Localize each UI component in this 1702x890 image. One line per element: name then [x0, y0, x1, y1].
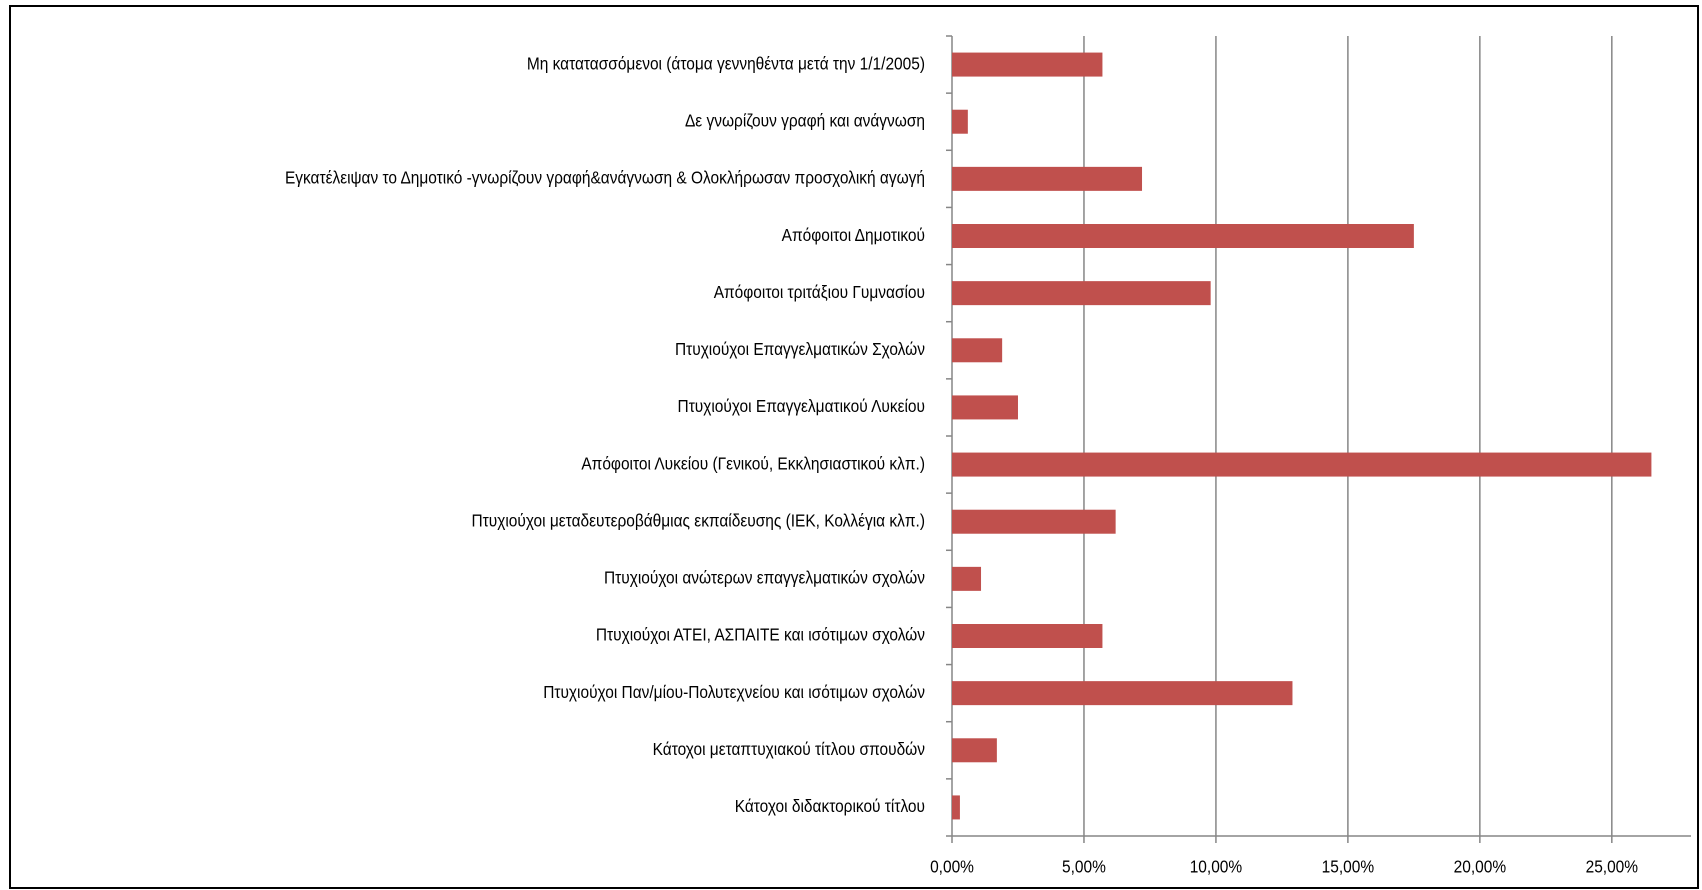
bar — [952, 452, 1652, 477]
bar — [952, 509, 1116, 534]
x-tick-label: 20,00% — [1454, 857, 1507, 877]
y-tick-label: Πτυχιούχοι μεταδευτεροβάθμιας εκπαίδευση… — [472, 510, 925, 530]
y-tick-label: Απόφοιτοι Δημοτικού — [782, 225, 925, 245]
bar — [952, 52, 1103, 77]
x-tick-label: 25,00% — [1586, 857, 1639, 877]
x-tick-label: 10,00% — [1190, 857, 1243, 877]
y-tick-label: Δε γνωρίζουν γραφή και ανάγνωση — [685, 110, 925, 130]
y-tick-label: Πτυχιούχοι ανώτερων επαγγελματικών σχολώ… — [604, 568, 925, 588]
bar — [952, 224, 1414, 248]
bar — [952, 795, 960, 820]
bar — [952, 281, 1211, 306]
bar — [952, 338, 1003, 363]
bar — [952, 738, 997, 763]
x-tick-label: 15,00% — [1322, 857, 1375, 877]
bar — [952, 566, 982, 591]
bar — [952, 624, 1103, 648]
y-tick-label: Απόφοιτοι τριτάξιου Γυμνασίου — [714, 282, 925, 302]
y-tick-label: Πτυχιούχοι Επαγγελματικών Σχολών — [675, 339, 925, 359]
bar — [952, 109, 968, 134]
y-tick-label: Πτυχιούχοι Επαγγελματικού Λυκείου — [678, 396, 925, 416]
y-tick-label: Κάτοχοι μεταπτυχιακού τίτλου σπουδών — [653, 739, 925, 759]
y-tick-label: Κάτοχοι διδακτορικού τίτλου — [735, 796, 925, 816]
y-tick-label: Εγκατέλειψαν το Δημοτικό -γνωρίζουν γραφ… — [285, 168, 925, 188]
bar — [952, 395, 1018, 420]
y-tick-label: Απόφοιτοι Λυκείου (Γενικού, Εκκλησιαστικ… — [581, 453, 925, 473]
y-tick-label: Μη κατατασσόμενοι (άτομα γεννηθέντα μετά… — [527, 53, 925, 73]
chart-frame — [9, 5, 1699, 889]
y-tick-label: Πτυχιούχοι ΑΤΕΙ, ΑΣΠΑΙΤΕ και ισότιμων σχ… — [596, 625, 925, 645]
bar — [952, 681, 1293, 706]
x-tick-label: 0,00% — [930, 857, 974, 877]
bar — [952, 166, 1143, 191]
y-tick-label: Πτυχιούχοι Παν/μίου-Πολυτεχνείου και ισό… — [543, 682, 925, 702]
x-tick-label: 5,00% — [1062, 857, 1106, 877]
